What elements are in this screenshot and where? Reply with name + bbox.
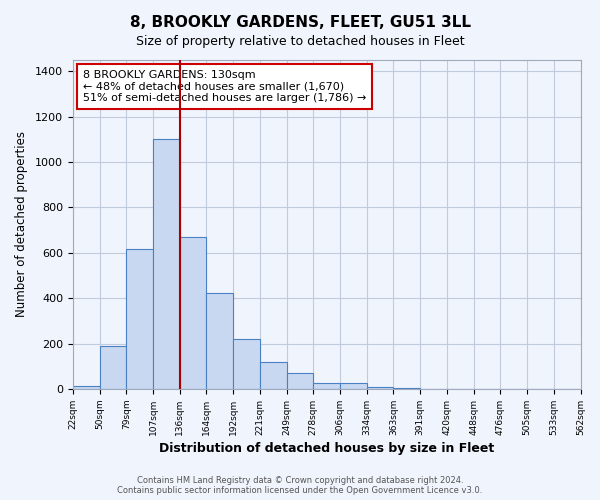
Bar bbox=[233, 339, 260, 389]
Text: Contains HM Land Registry data © Crown copyright and database right 2024.
Contai: Contains HM Land Registry data © Crown c… bbox=[118, 476, 482, 495]
X-axis label: Distribution of detached houses by size in Fleet: Distribution of detached houses by size … bbox=[159, 442, 494, 455]
Bar bbox=[153, 140, 179, 389]
Bar bbox=[73, 386, 100, 389]
Bar bbox=[340, 384, 367, 389]
Bar bbox=[100, 346, 126, 389]
Bar bbox=[367, 386, 394, 389]
Bar bbox=[260, 362, 287, 389]
Bar bbox=[313, 384, 340, 389]
Text: 8, BROOKLY GARDENS, FLEET, GU51 3LL: 8, BROOKLY GARDENS, FLEET, GU51 3LL bbox=[130, 15, 470, 30]
Bar bbox=[206, 292, 233, 389]
Bar bbox=[126, 250, 153, 389]
Text: Size of property relative to detached houses in Fleet: Size of property relative to detached ho… bbox=[136, 35, 464, 48]
Text: 8 BROOKLY GARDENS: 130sqm
← 48% of detached houses are smaller (1,670)
51% of se: 8 BROOKLY GARDENS: 130sqm ← 48% of detac… bbox=[83, 70, 367, 103]
Y-axis label: Number of detached properties: Number of detached properties bbox=[15, 132, 28, 318]
Bar bbox=[179, 237, 206, 389]
Bar bbox=[394, 388, 420, 389]
Bar bbox=[287, 373, 313, 389]
